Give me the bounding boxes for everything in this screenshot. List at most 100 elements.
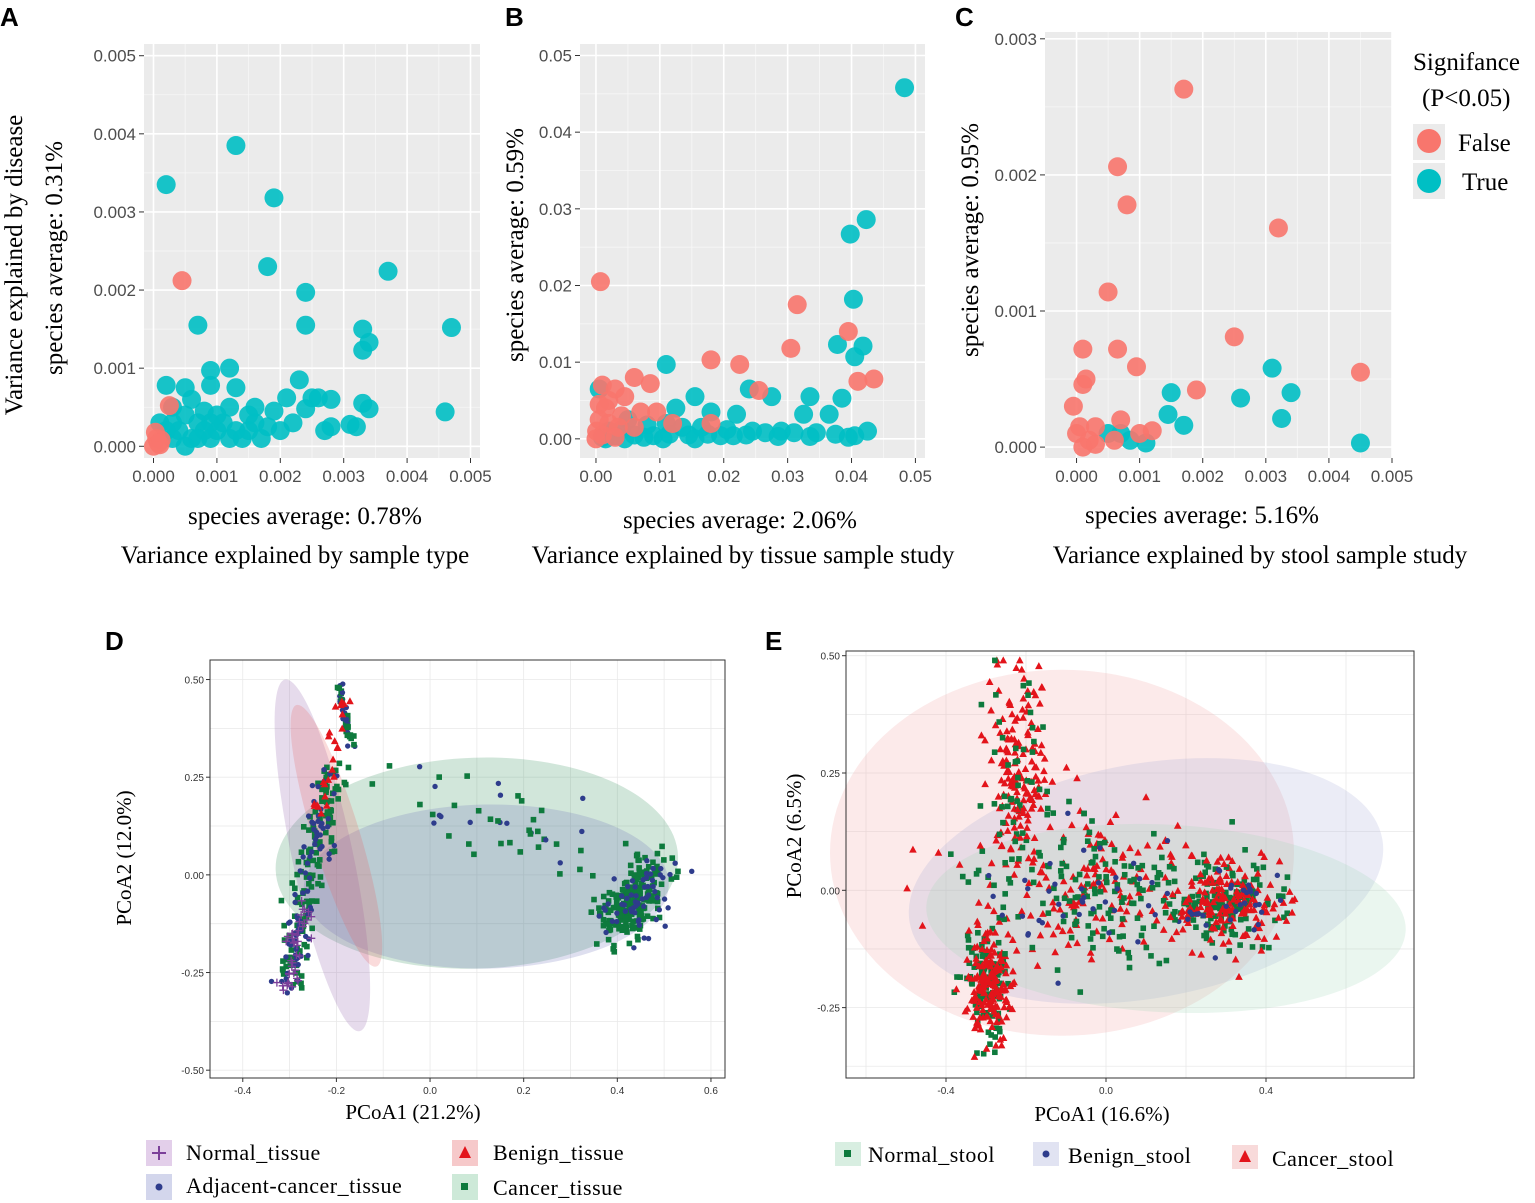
marker-triangle bbox=[1218, 891, 1227, 899]
marker-triangle bbox=[346, 697, 354, 705]
marker-circle bbox=[1164, 838, 1171, 844]
marker-square bbox=[1036, 849, 1042, 856]
marker-square bbox=[642, 854, 648, 861]
marker-circle bbox=[1245, 882, 1252, 888]
x-tick-label: 0.002 bbox=[259, 467, 302, 486]
y-tick-label: 0.00 bbox=[821, 886, 841, 897]
marker-triangle bbox=[976, 841, 985, 849]
marker-square bbox=[621, 880, 628, 887]
marker-plus bbox=[294, 926, 303, 935]
data-point-true bbox=[296, 399, 316, 419]
marker-triangle bbox=[1174, 886, 1182, 894]
marker-square bbox=[959, 873, 966, 880]
data-point-false bbox=[701, 350, 721, 370]
marker-triangle bbox=[970, 943, 979, 951]
marker-triangle bbox=[1036, 699, 1044, 707]
marker-triangle bbox=[1010, 735, 1019, 743]
marker-circle bbox=[432, 783, 438, 790]
data-point-false bbox=[590, 272, 610, 292]
marker-square bbox=[629, 922, 635, 929]
marker-square bbox=[1087, 936, 1094, 942]
marker-triangle bbox=[1215, 909, 1224, 917]
marker-square bbox=[324, 809, 331, 815]
marker-square bbox=[1151, 830, 1157, 837]
marker-square bbox=[1020, 830, 1026, 836]
marker-circle bbox=[287, 919, 293, 925]
marker-triangle bbox=[1241, 872, 1249, 880]
x-tick-label: 0.000 bbox=[132, 467, 175, 486]
marker-square bbox=[1223, 864, 1230, 870]
marker-triangle bbox=[1012, 664, 1021, 672]
marker-square bbox=[315, 880, 321, 887]
marker-triangle bbox=[974, 898, 983, 906]
marker-circle bbox=[495, 780, 502, 787]
data-point-true bbox=[188, 315, 208, 335]
y-tick-label: 0.25 bbox=[821, 769, 841, 780]
marker-square bbox=[319, 798, 325, 805]
marker-square bbox=[1281, 886, 1287, 892]
data-point-true bbox=[832, 388, 852, 408]
marker-square bbox=[969, 949, 975, 955]
marker-triangle bbox=[1228, 856, 1237, 864]
marker-circle bbox=[416, 763, 423, 770]
marker-square bbox=[292, 885, 298, 892]
marker-square bbox=[1107, 915, 1114, 921]
marker-square bbox=[1007, 796, 1014, 803]
marker-square bbox=[1029, 724, 1036, 731]
marker-triangle bbox=[903, 884, 911, 892]
marker-triangle bbox=[993, 660, 1002, 668]
marker-triangle bbox=[1098, 914, 1107, 922]
marker-circle bbox=[643, 870, 650, 877]
marker-triangle bbox=[980, 988, 989, 996]
data-point-true bbox=[226, 136, 246, 156]
marker-triangle bbox=[1122, 907, 1131, 915]
marker-triangle bbox=[1231, 955, 1240, 963]
marker-triangle bbox=[1049, 898, 1057, 906]
marker-triangle bbox=[1208, 886, 1217, 894]
marker-triangle bbox=[1111, 876, 1119, 884]
marker-plus bbox=[272, 978, 281, 987]
marker-circle bbox=[325, 816, 331, 822]
marker-circle bbox=[311, 826, 317, 832]
marker-triangle bbox=[1034, 776, 1042, 784]
marker-triangle bbox=[1008, 725, 1017, 733]
marker-square bbox=[1284, 910, 1290, 917]
marker-circle bbox=[614, 910, 620, 916]
marker-triangle bbox=[1181, 898, 1190, 906]
marker-square bbox=[1031, 738, 1037, 745]
data-point-true bbox=[264, 401, 284, 421]
marker-triangle bbox=[1224, 853, 1233, 861]
marker-square bbox=[965, 944, 972, 951]
marker-circle bbox=[1243, 889, 1250, 896]
legend-d-marker-benign bbox=[459, 1146, 471, 1158]
marker-plus bbox=[293, 931, 302, 940]
marker-triangle bbox=[1235, 864, 1244, 872]
marker-square bbox=[995, 1016, 1002, 1022]
marker-square bbox=[317, 815, 323, 822]
marker-triangle bbox=[1023, 686, 1032, 694]
panel-border bbox=[209, 659, 726, 1079]
data-point-false bbox=[1126, 357, 1146, 377]
marker-triangle bbox=[1217, 895, 1226, 903]
marker-circle bbox=[625, 883, 631, 890]
marker-square bbox=[1026, 680, 1032, 686]
marker-square bbox=[1211, 892, 1218, 899]
marker-square bbox=[987, 1041, 993, 1047]
marker-square bbox=[974, 1050, 980, 1056]
data-point-true bbox=[226, 378, 246, 398]
marker-circle bbox=[580, 795, 586, 802]
marker-triangle bbox=[1022, 789, 1030, 797]
marker-triangle bbox=[1038, 868, 1046, 876]
marker-triangle bbox=[1068, 821, 1076, 829]
marker-triangle bbox=[1232, 887, 1241, 895]
marker-circle bbox=[1237, 902, 1244, 908]
marker-triangle bbox=[1023, 810, 1032, 818]
significance-legend-title: Signifance bbox=[1413, 49, 1520, 76]
marker-square bbox=[1190, 917, 1197, 923]
marker-circle bbox=[304, 888, 311, 894]
marker-triangle bbox=[1020, 674, 1028, 682]
marker-square bbox=[634, 851, 641, 858]
marker-square bbox=[1229, 819, 1235, 825]
marker-triangle bbox=[981, 780, 989, 788]
marker-circle bbox=[689, 868, 695, 875]
